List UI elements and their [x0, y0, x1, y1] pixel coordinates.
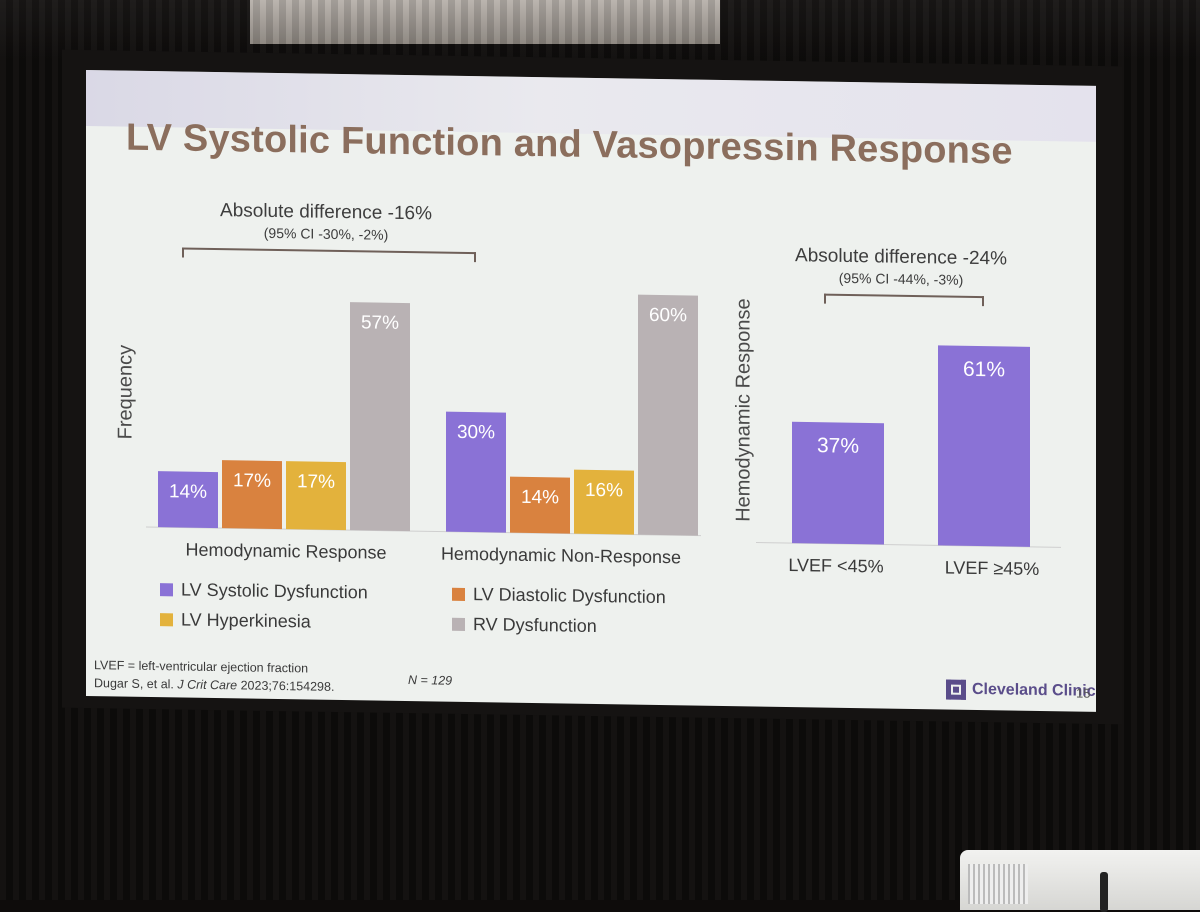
legend-swatch	[452, 587, 465, 601]
legend-swatch	[452, 617, 465, 631]
bar-lv-systolic-dysfunction-1	[446, 411, 506, 533]
citation-details: 2023;76:154298.	[237, 678, 335, 694]
bar-lv-hyperkinesia-1	[574, 469, 634, 535]
bar-data-label: 60%	[649, 305, 687, 327]
bar-data-label: 37%	[817, 434, 859, 458]
bar-lvef-0	[792, 421, 884, 545]
left-category-label-1: Hemodynamic Non-Response	[440, 543, 682, 568]
citation-authors: Dugar S, et al.	[94, 676, 178, 692]
legend-item-lv-hyperkinesia: LV Hyperkinesia	[160, 609, 311, 632]
bar-data-label: 14%	[521, 487, 559, 509]
bar-rv-dysfunction-0	[350, 302, 410, 532]
ceiling-panel	[250, 0, 720, 44]
projector-vent	[968, 864, 1028, 904]
left-category-label-0: Hemodynamic Response	[185, 539, 387, 563]
legend-item-rv-dysfunction: RV Dysfunction	[452, 614, 597, 637]
legend-label: LV Diastolic Dysfunction	[473, 584, 666, 608]
cleveland-clinic-logo: Cleveland Clinic	[946, 679, 1096, 702]
right-chart: 37% 61%	[756, 345, 1061, 548]
legend-item-lv-systolic-dysfunction: LV Systolic Dysfunction	[160, 579, 368, 603]
bar-lv-hyperkinesia-0	[286, 461, 346, 531]
sample-size-label: N = 129	[408, 673, 453, 688]
bar-lv-systolic-dysfunction-0	[158, 471, 218, 529]
left-chart: 14% 17% 17% 57% 30% 14% 16% 60%	[146, 294, 701, 537]
page-number: 15	[1076, 685, 1091, 701]
legend-item-lv-diastolic-dysfunction: LV Diastolic Dysfunction	[452, 584, 666, 608]
bar-data-label: 61%	[963, 358, 1005, 382]
bar-data-label: 17%	[233, 470, 271, 492]
legend-label: LV Hyperkinesia	[181, 609, 311, 632]
bar-data-label: 16%	[585, 480, 623, 502]
right-category-label-1: LVEF ≥45%	[944, 557, 1040, 579]
bar-data-label: 30%	[457, 422, 495, 444]
bar-lv-diastolic-dysfunction-1	[510, 476, 570, 534]
bar-data-label: 57%	[361, 312, 399, 334]
projector	[960, 850, 1200, 912]
legend-label: RV Dysfunction	[473, 614, 597, 637]
bar-lv-diastolic-dysfunction-0	[222, 460, 282, 530]
chart-canvas: 14% 17% 17% 57% 30% 14% 16% 60% 37% 61%	[146, 294, 1061, 548]
ceiling	[0, 0, 1200, 60]
citation-journal: J Crit Care	[177, 677, 238, 693]
right-category-label-0: LVEF <45%	[788, 555, 884, 577]
bar-rv-dysfunction-1	[638, 294, 698, 536]
legend-swatch	[160, 613, 173, 627]
bar-lvef-1	[938, 345, 1030, 547]
bar-data-label: 17%	[297, 471, 335, 493]
projector-cable	[1100, 872, 1108, 912]
bar-data-label: 14%	[169, 481, 207, 503]
legend-swatch	[160, 583, 173, 597]
clinic-logo-icon	[946, 679, 966, 700]
presentation-slide: LV Systolic Function and Vasopressin Res…	[86, 70, 1096, 712]
legend-label: LV Systolic Dysfunction	[181, 579, 368, 603]
